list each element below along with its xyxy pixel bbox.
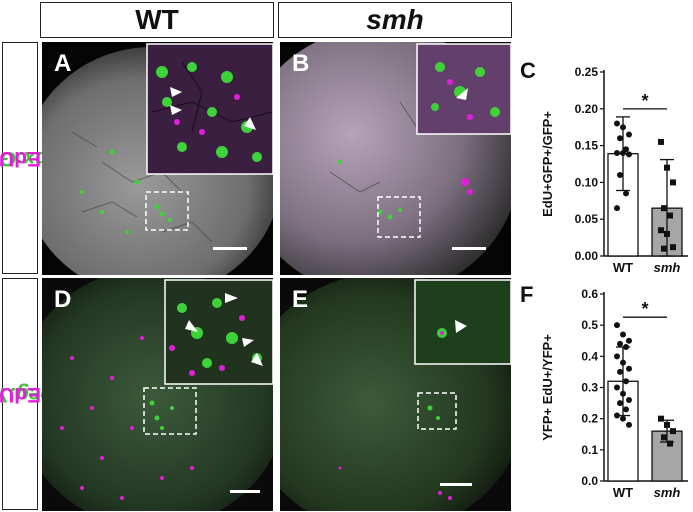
panel-label-e: E [292,286,309,313]
data-point [664,230,670,237]
panel-label-c: C [520,58,536,83]
x-tick-label: WT [613,260,633,275]
data-point [658,227,664,234]
data-point [667,212,673,219]
column-header-wt: WT [40,2,274,38]
y-tick-label: 0.00 [575,249,599,263]
panel-b-micrograph: B [280,42,511,275]
y-tick-label: 0.1 [581,443,598,457]
panel-a-micrograph: A [42,42,273,275]
data-point [661,434,667,441]
panel-label-d: D [54,286,72,313]
panel-label-b: B [292,50,310,77]
data-point [626,365,632,372]
data-point [670,428,676,435]
column-header-smh: smh [278,2,512,38]
data-point [617,135,623,142]
bar-smh [651,430,683,482]
data-point [626,337,632,344]
y-tick-label: 0.10 [575,175,599,189]
panel-label-a: A [54,50,72,77]
panel-label-f: F [520,282,534,307]
data-point [620,359,626,366]
data-point [658,138,664,145]
y-tick-label: 0.15 [575,139,599,153]
data-point [658,415,664,422]
chart-f: YFP+ EdU+/YFP+ 0.0 0.1 0.2 0.3 0.4 0.5 0.6 WT smh… [540,287,688,500]
data-point [617,368,623,375]
y-tick-label: 0.25 [575,65,599,79]
data-point [617,340,623,347]
row-label-mpeg: mpeg:YFP EdU [0,278,72,510]
data-point [620,390,626,397]
data-point [617,400,623,407]
significance-star: * [641,91,648,111]
data-point [661,245,667,252]
y-tick-label: 0.5 [581,318,598,332]
row-stain-edu-1: EdU [0,147,41,170]
y-tick-label: 0.6 [581,287,598,301]
data-point [670,179,676,186]
data-point [620,124,626,131]
panel-d-micrograph: D [42,278,273,511]
data-point [623,343,629,350]
x-tick-label: smh [654,260,681,275]
y-tick-label: 0.3 [581,381,598,395]
x-tick-label: smh [654,485,681,500]
data-point [664,164,670,171]
data-point [670,244,676,251]
data-point [623,190,629,197]
chart-c: EdU+GFP+/GFP+ 0.00 0.05 0.10 0.15 0.20 0.25 WT s… [540,65,688,275]
data-point [664,421,670,428]
y-tick-label: 0.4 [581,349,598,363]
row-stain-edu-2: EdU [0,383,41,406]
data-point [614,120,620,127]
data-point [626,131,632,138]
data-point [614,353,620,360]
y-axis-label: YFP+ EdU+/YFP+ [540,334,555,441]
data-point [617,172,623,179]
significance-star: * [641,299,648,319]
data-point [614,384,620,391]
data-point [614,205,620,212]
panel-e-micrograph: E [280,278,511,511]
data-point [620,149,626,156]
data-point [614,149,620,156]
y-tick-label: 0.2 [581,412,598,426]
data-point [614,412,620,419]
y-tick-label: 0.05 [575,212,599,226]
x-tick-label: WT [613,485,633,500]
row-label-mpx: mpx:GFP EdU [0,42,67,274]
data-point [667,440,673,447]
data-point [623,406,629,413]
data-point [626,396,632,403]
data-point [614,322,620,329]
data-point [661,205,667,212]
y-tick-label: 0.0 [581,474,598,488]
y-tick-label: 0.20 [575,102,599,116]
data-point [623,378,629,385]
data-point [620,331,626,338]
data-point [620,415,626,422]
data-point [626,421,632,428]
y-axis-label: EdU+GFP+/GFP+ [540,111,555,217]
data-point [626,151,632,158]
